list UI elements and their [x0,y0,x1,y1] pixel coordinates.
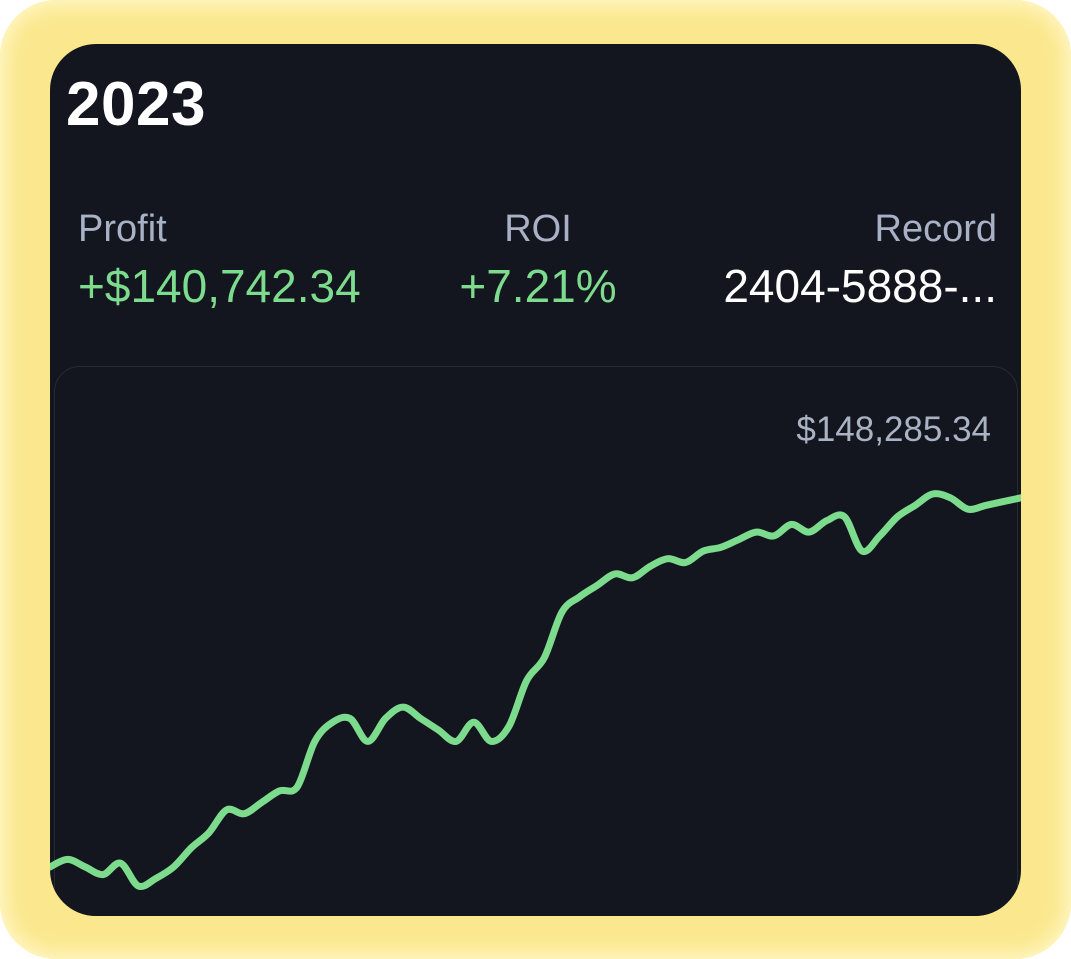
roi-value: +7.21% [459,260,617,312]
profit-value: +$140,742.34 [78,260,361,312]
record-label: Record [874,208,998,250]
roi-label: ROI [504,208,572,250]
record-stat[interactable]: Record 2404-5888-... [723,210,997,309]
record-value[interactable]: 2404-5888-... [723,260,997,312]
year-title: 2023 [66,70,206,139]
roi-stat: ROI +7.21% [458,210,618,309]
chart-max-value: $148,285.34 [796,410,991,449]
profit-label: Profit [78,208,167,250]
equity-line-chart[interactable] [50,44,1021,916]
year-summary-card[interactable]: 2023 Profit +$140,742.34 ROI +7.21% Reco… [50,44,1021,916]
equity-series-line [50,490,1021,891]
profit-stat: Profit +$140,742.34 [78,210,361,309]
